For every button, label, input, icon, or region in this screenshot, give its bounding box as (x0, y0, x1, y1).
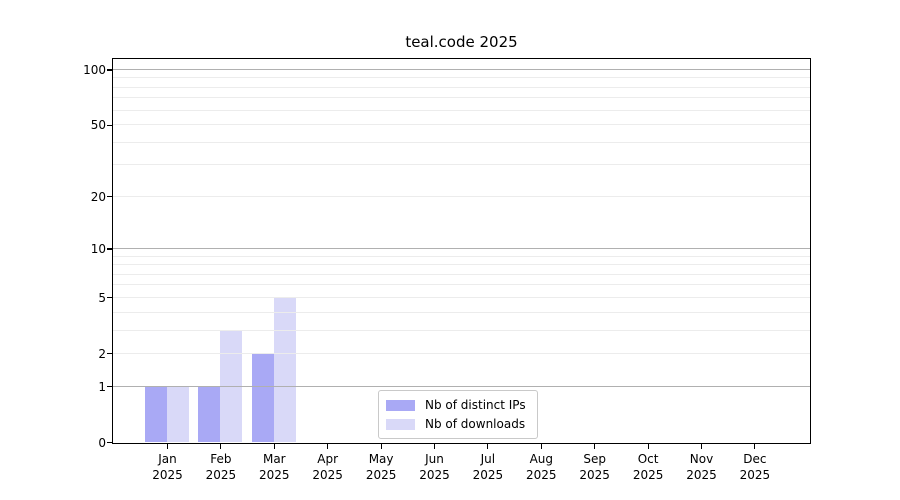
bar-distinct-ips-mar (251, 353, 274, 442)
y-tick-label-10: 10 (90, 241, 106, 256)
x-tick-mark-mar (273, 444, 275, 449)
x-tick-label-jul: Jul 2025 (472, 452, 504, 482)
minor-gridline-8 (113, 264, 810, 266)
x-tick-label-dec: Dec 2025 (739, 452, 771, 482)
minor-gridline-30 (113, 164, 810, 166)
x-tick-mark-apr (327, 444, 329, 449)
y-tick-mark-10 (107, 248, 112, 250)
major-gridline-1 (113, 385, 810, 387)
x-tick-mark-sep (594, 444, 596, 449)
y-tick-label-1: 1 (98, 379, 106, 394)
y-tick-label-50: 50 (90, 118, 106, 133)
x-tick-label-aug: Aug 2025 (526, 452, 557, 482)
minor-gridline-4 (113, 311, 810, 313)
y-tick-mark-2 (107, 353, 112, 355)
y-tick-mark-100 (107, 69, 112, 71)
minor-gridline-40 (113, 141, 810, 143)
y-tick-mark-20 (107, 196, 112, 198)
legend: Nb of distinct IPs Nb of downloads (378, 390, 538, 439)
x-tick-label-nov: Nov 2025 (686, 452, 717, 482)
y-tick-label-2: 2 (98, 346, 106, 361)
minor-gridline-90 (113, 77, 810, 79)
x-tick-label-jun: Jun 2025 (419, 452, 450, 482)
bar-downloads-mar (273, 297, 296, 442)
y-tick-label-0: 0 (98, 435, 106, 450)
y-tick-mark-5 (107, 297, 112, 299)
x-tick-mark-oct (647, 444, 649, 449)
x-tick-label-may: May 2025 (365, 452, 397, 482)
x-tick-mark-nov (700, 444, 703, 449)
bar-downloads-jan (167, 386, 189, 442)
legend-label-distinct-ips: Nb of distinct IPs (425, 398, 526, 412)
minor-gridline-50 (113, 124, 810, 126)
minor-gridline-70 (113, 97, 810, 99)
bar-distinct-ips-jan (145, 386, 167, 442)
y-tick-label-100: 100 (83, 62, 106, 77)
legend-label-downloads: Nb of downloads (425, 417, 526, 431)
minor-gridline-5 (113, 296, 810, 298)
x-tick-label-mar: Mar 2025 (259, 452, 290, 482)
x-tick-label-sep: Sep 2025 (579, 452, 610, 482)
major-gridline-100 (113, 68, 810, 70)
minor-gridline-7 (113, 273, 810, 275)
minor-gridline-80 (113, 86, 810, 88)
legend-swatch-downloads-icon (386, 418, 415, 430)
minor-gridline-2 (113, 352, 810, 354)
x-tick-label-apr: Apr 2025 (312, 452, 343, 482)
y-tick-mark-50 (107, 124, 112, 126)
minor-gridline-9 (113, 255, 810, 257)
minor-gridline-60 (113, 109, 810, 111)
x-tick-mark-jan (166, 444, 169, 449)
minor-gridline-6 (113, 284, 810, 286)
x-tick-mark-dec (754, 444, 756, 449)
y-tick-mark-0 (107, 441, 112, 444)
y-tick-label-20: 20 (90, 189, 106, 204)
grid-layer (113, 59, 810, 443)
minor-gridline-3 (113, 329, 810, 331)
x-tick-label-oct: Oct 2025 (632, 452, 664, 482)
legend-row-distinct-ips: Nb of distinct IPs (386, 397, 526, 413)
x-tick-mark-jun (433, 444, 436, 449)
x-tick-mark-feb (220, 444, 222, 449)
x-tick-label-feb: Feb 2025 (205, 452, 237, 482)
x-tick-mark-aug (540, 444, 542, 449)
x-tick-label-jan: Jan 2025 (152, 452, 183, 482)
legend-swatch-distinct-ips-icon (386, 399, 415, 411)
plot-area (112, 58, 811, 444)
x-tick-mark-may (380, 444, 382, 449)
y-tick-mark-1 (107, 385, 112, 388)
legend-row-downloads: Nb of downloads (386, 416, 526, 432)
bar-distinct-ips-feb (198, 386, 221, 442)
y-tick-label-5: 5 (98, 290, 106, 305)
major-gridline-10 (113, 247, 810, 249)
chart-title: teal.code 2025 (405, 33, 518, 51)
minor-gridline-20 (113, 195, 810, 197)
x-tick-mark-jul (487, 444, 489, 449)
